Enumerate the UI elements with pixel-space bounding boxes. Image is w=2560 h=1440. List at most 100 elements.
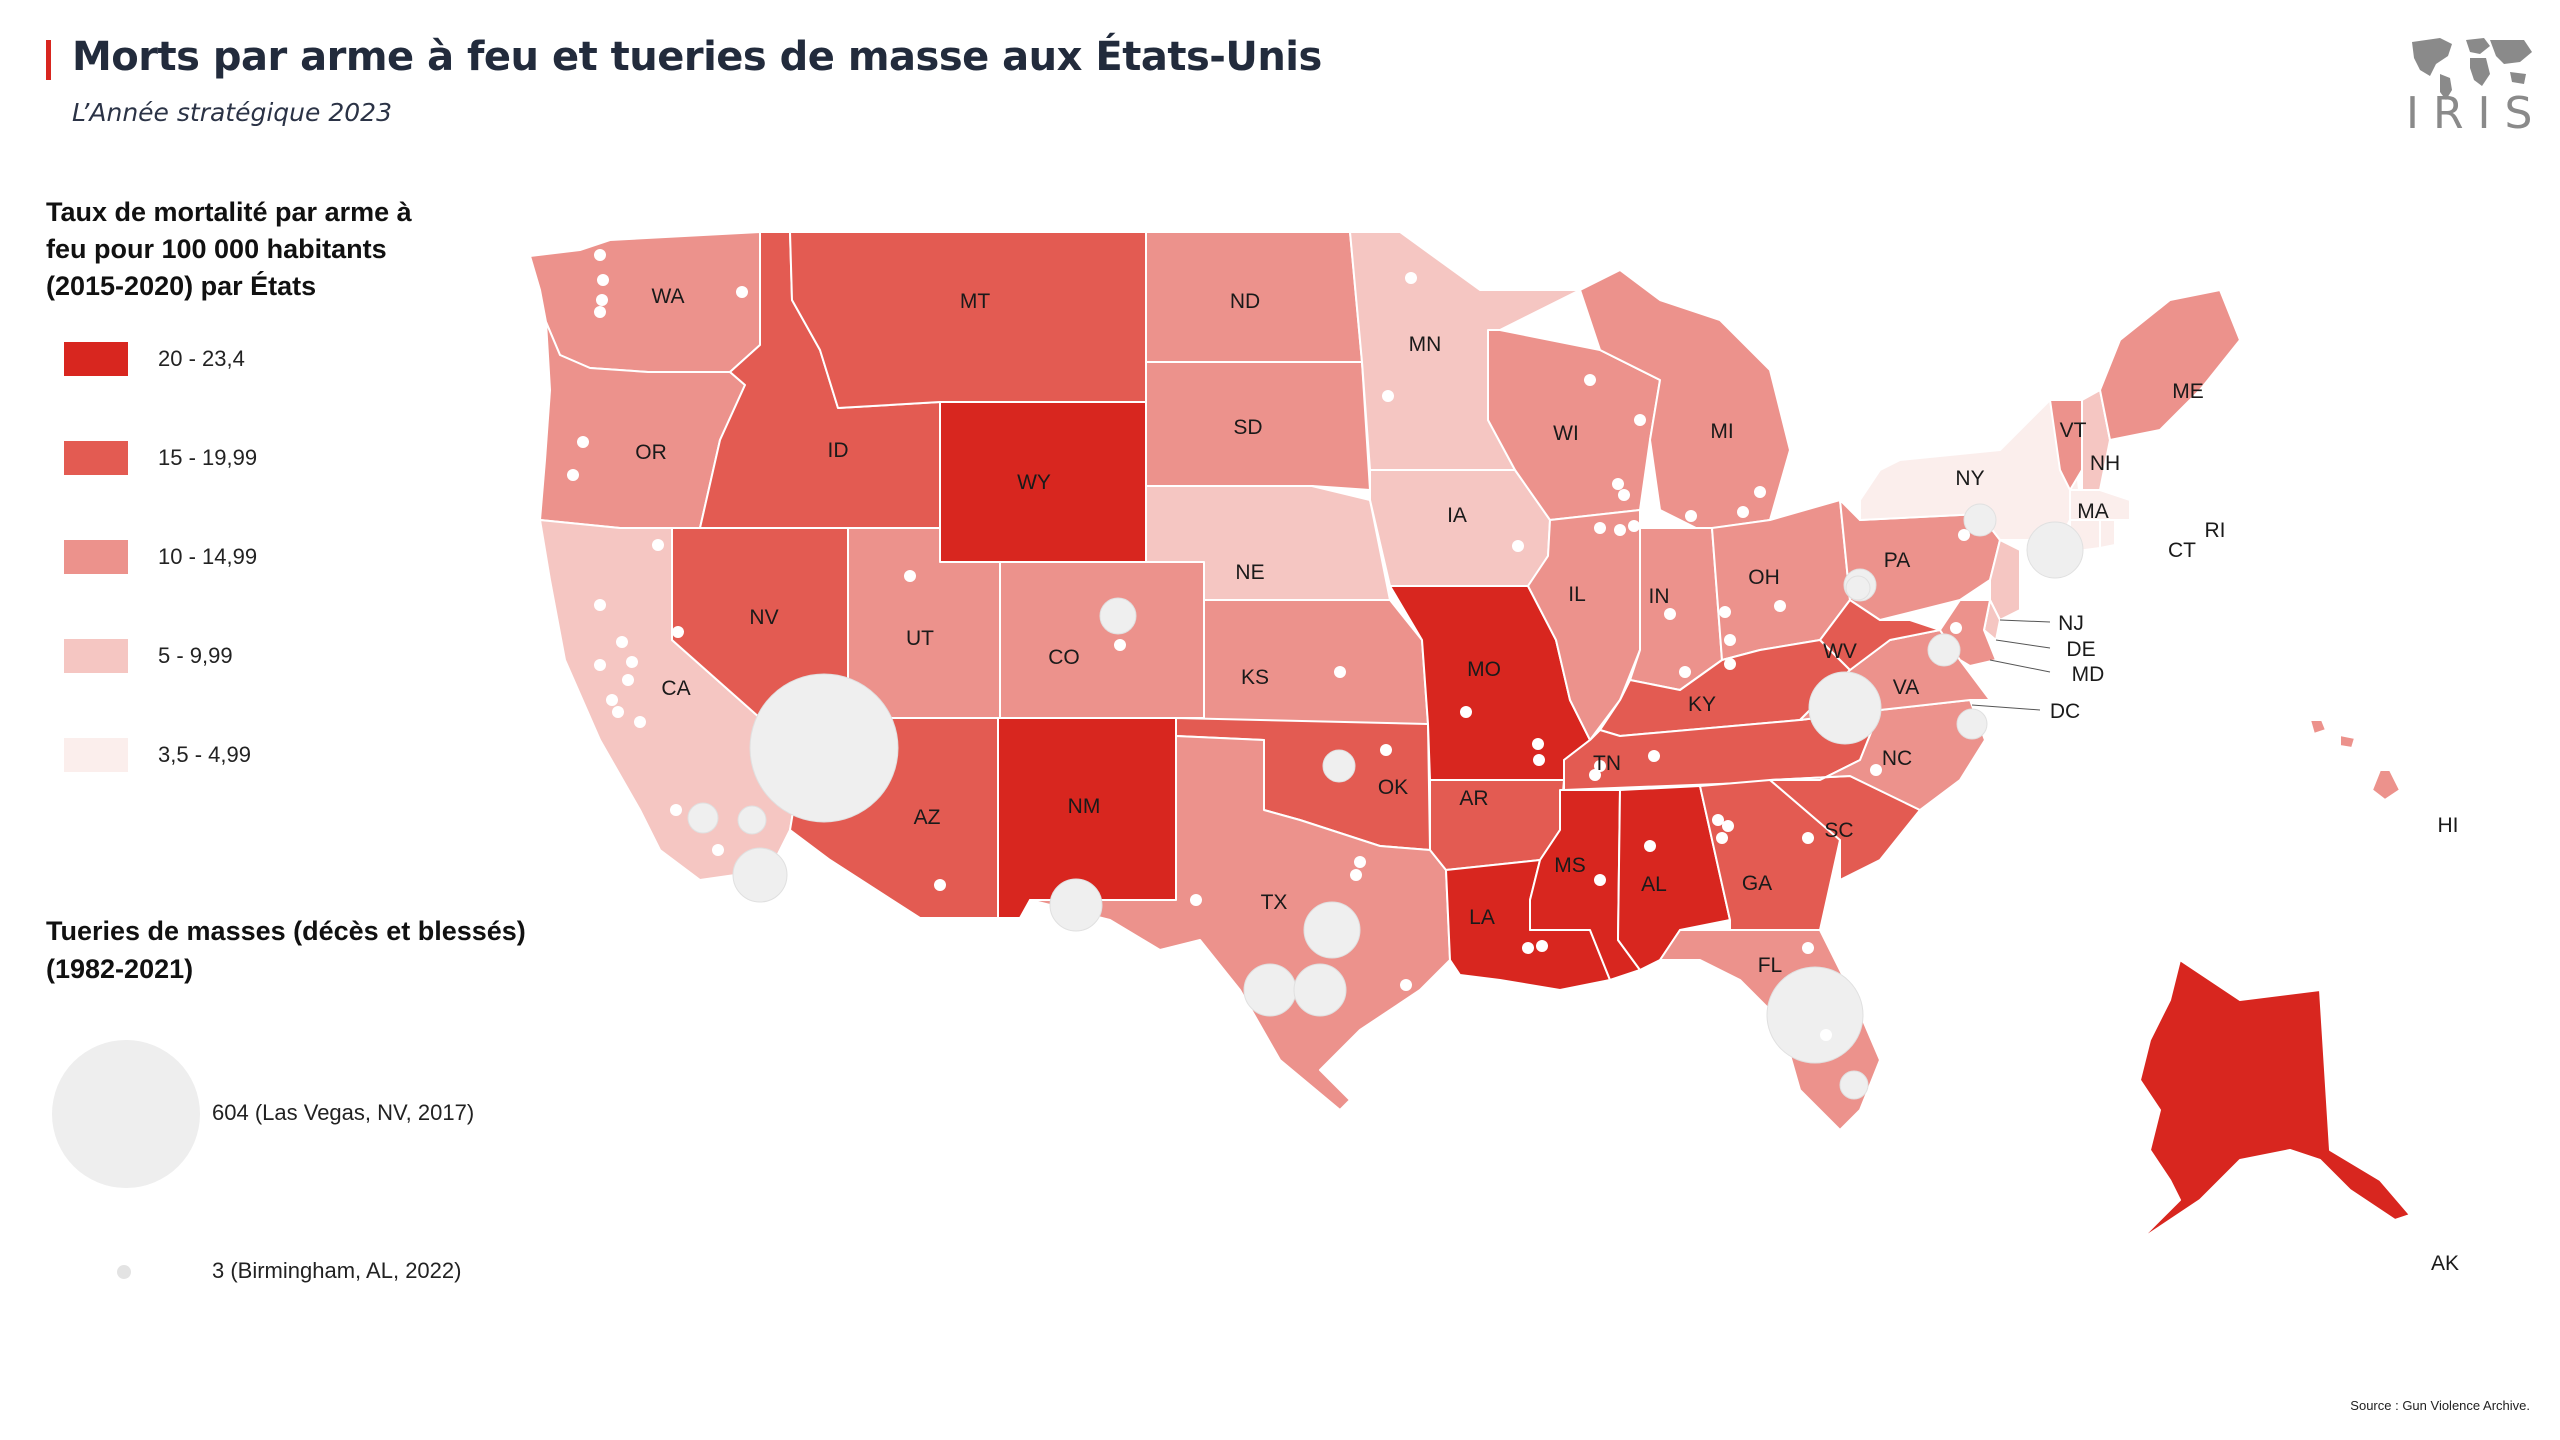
mass-shooting-dot	[1380, 744, 1392, 756]
state-hi-island	[2339, 734, 2356, 749]
bubble-legend-title: Tueries de masses (décès et blessés) (19…	[46, 916, 526, 984]
mass-shooting-dot	[1802, 942, 1814, 954]
state-label-ut: UT	[906, 627, 934, 650]
state-label-ca: CA	[661, 677, 690, 700]
mass-shooting-dot	[1958, 529, 1970, 541]
rate-swatch	[64, 540, 128, 574]
mass-shooting-bubble	[1963, 503, 1997, 537]
rate-legend-label: 15 - 19,99	[158, 445, 258, 470]
state-ri	[2099, 519, 2116, 549]
mass-shooting-dot	[594, 249, 606, 261]
state-label-me: ME	[2172, 380, 2204, 403]
mass-shooting-bubble	[1099, 597, 1137, 635]
rate-legend-label: 5 - 9,99	[158, 643, 233, 668]
mass-shooting-dot	[904, 570, 916, 582]
state-label-oh: OH	[1748, 566, 1780, 589]
mass-shooting-dot	[1950, 622, 1962, 634]
state-label-la: LA	[1469, 906, 1495, 929]
state-label-dc: DC	[2050, 700, 2080, 723]
rate-legend-label: 10 - 14,99	[158, 544, 258, 569]
state-label-vt: VT	[2060, 419, 2087, 442]
state-label-mn: MN	[1409, 333, 1442, 356]
state-label-mi: MI	[1710, 420, 1733, 443]
state-label-md: MD	[2072, 663, 2105, 686]
mass-shooting-dot	[1644, 840, 1656, 852]
mass-shooting-bubble	[1049, 878, 1103, 932]
mass-shooting-dot	[612, 706, 624, 718]
state-ak	[2139, 959, 2411, 1241]
state-label-ak: AK	[2431, 1252, 2459, 1275]
mass-shooting-dot	[1522, 942, 1534, 954]
mass-shooting-dot	[594, 599, 606, 611]
page-subtitle: L’Année stratégique 2023	[72, 98, 392, 127]
state-label-ms: MS	[1554, 854, 1586, 877]
mass-shooting-bubble	[1303, 901, 1361, 959]
state-label-hi: HI	[2438, 814, 2459, 837]
state-me	[2099, 289, 2241, 441]
state-mt	[789, 231, 1147, 409]
label-leader-line	[1999, 619, 2051, 623]
mass-shooting-dot	[1354, 856, 1366, 868]
state-in	[1629, 527, 1723, 691]
mass-shooting-bubble	[1839, 1070, 1869, 1100]
state-label-ct: CT	[2168, 539, 2196, 562]
state-ma	[2069, 489, 2131, 521]
mass-shooting-dot	[1114, 639, 1126, 651]
mass-shooting-dot	[1612, 478, 1624, 490]
mass-shooting-dot	[622, 674, 634, 686]
mass-shooting-dot	[1628, 520, 1640, 532]
state-label-wy: WY	[1017, 471, 1051, 494]
mass-shooting-dot	[1594, 874, 1606, 886]
mass-shooting-bubble	[1293, 963, 1347, 1017]
rate-legend-item: 3,5 - 4,99	[64, 738, 484, 778]
rate-legend-item: 15 - 19,99	[64, 441, 484, 481]
label-leader-line	[1989, 659, 2051, 673]
state-label-nv: NV	[749, 606, 778, 629]
rate-legend-label: 20 - 23,4	[158, 346, 245, 371]
mass-shooting-bubble	[1845, 575, 1871, 601]
mass-shooting-dot	[1716, 832, 1728, 844]
mass-shooting-dot	[594, 306, 606, 318]
state-ks	[1203, 599, 1429, 725]
state-nh	[2081, 389, 2111, 491]
rate-swatch	[64, 738, 128, 772]
state-label-nh: NH	[2090, 452, 2120, 475]
mass-shooting-dot	[1802, 832, 1814, 844]
state-label-or: OR	[635, 441, 667, 464]
state-ia	[1369, 469, 1551, 587]
state-label-tx: TX	[1261, 891, 1288, 914]
mass-shooting-dot	[1334, 666, 1346, 678]
mass-shooting-dot	[1460, 706, 1472, 718]
state-label-ri: RI	[2205, 519, 2226, 542]
mass-shooting-dot	[1589, 769, 1601, 781]
state-label-pa: PA	[1884, 549, 1910, 572]
page-title: Morts par arme à feu et tueries de masse…	[72, 34, 1322, 80]
state-label-co: CO	[1048, 646, 1080, 669]
mass-shooting-dot	[1737, 506, 1749, 518]
mass-shooting-dot	[1614, 524, 1626, 536]
bubble-legend-min	[117, 1265, 131, 1279]
mass-shooting-dot	[594, 659, 606, 671]
mass-shooting-dot	[736, 286, 748, 298]
mass-shooting-dot	[626, 656, 638, 668]
state-label-ny: NY	[1955, 467, 1984, 490]
mass-shooting-dot	[1190, 894, 1202, 906]
mass-shooting-dot	[1382, 390, 1394, 402]
mass-shooting-dot	[670, 804, 682, 816]
mass-shooting-dot	[1870, 764, 1882, 776]
mass-shooting-bubble	[749, 673, 899, 823]
rate-legend-item: 10 - 14,99	[64, 540, 484, 580]
state-sd	[1145, 361, 1371, 491]
mass-shooting-dot	[1719, 606, 1731, 618]
mass-shooting-dot	[567, 469, 579, 481]
state-label-tn: TN	[1593, 752, 1621, 775]
state-label-nj: NJ	[2058, 612, 2084, 635]
state-label-al: AL	[1641, 873, 1667, 896]
mass-shooting-dot	[672, 626, 684, 638]
mass-shooting-bubble	[2026, 521, 2084, 579]
state-label-mt: MT	[960, 290, 990, 313]
state-hi-island	[2309, 719, 2327, 735]
mass-shooting-dot	[1724, 634, 1736, 646]
state-label-sc: SC	[1824, 819, 1853, 842]
mass-shooting-dot	[1754, 486, 1766, 498]
